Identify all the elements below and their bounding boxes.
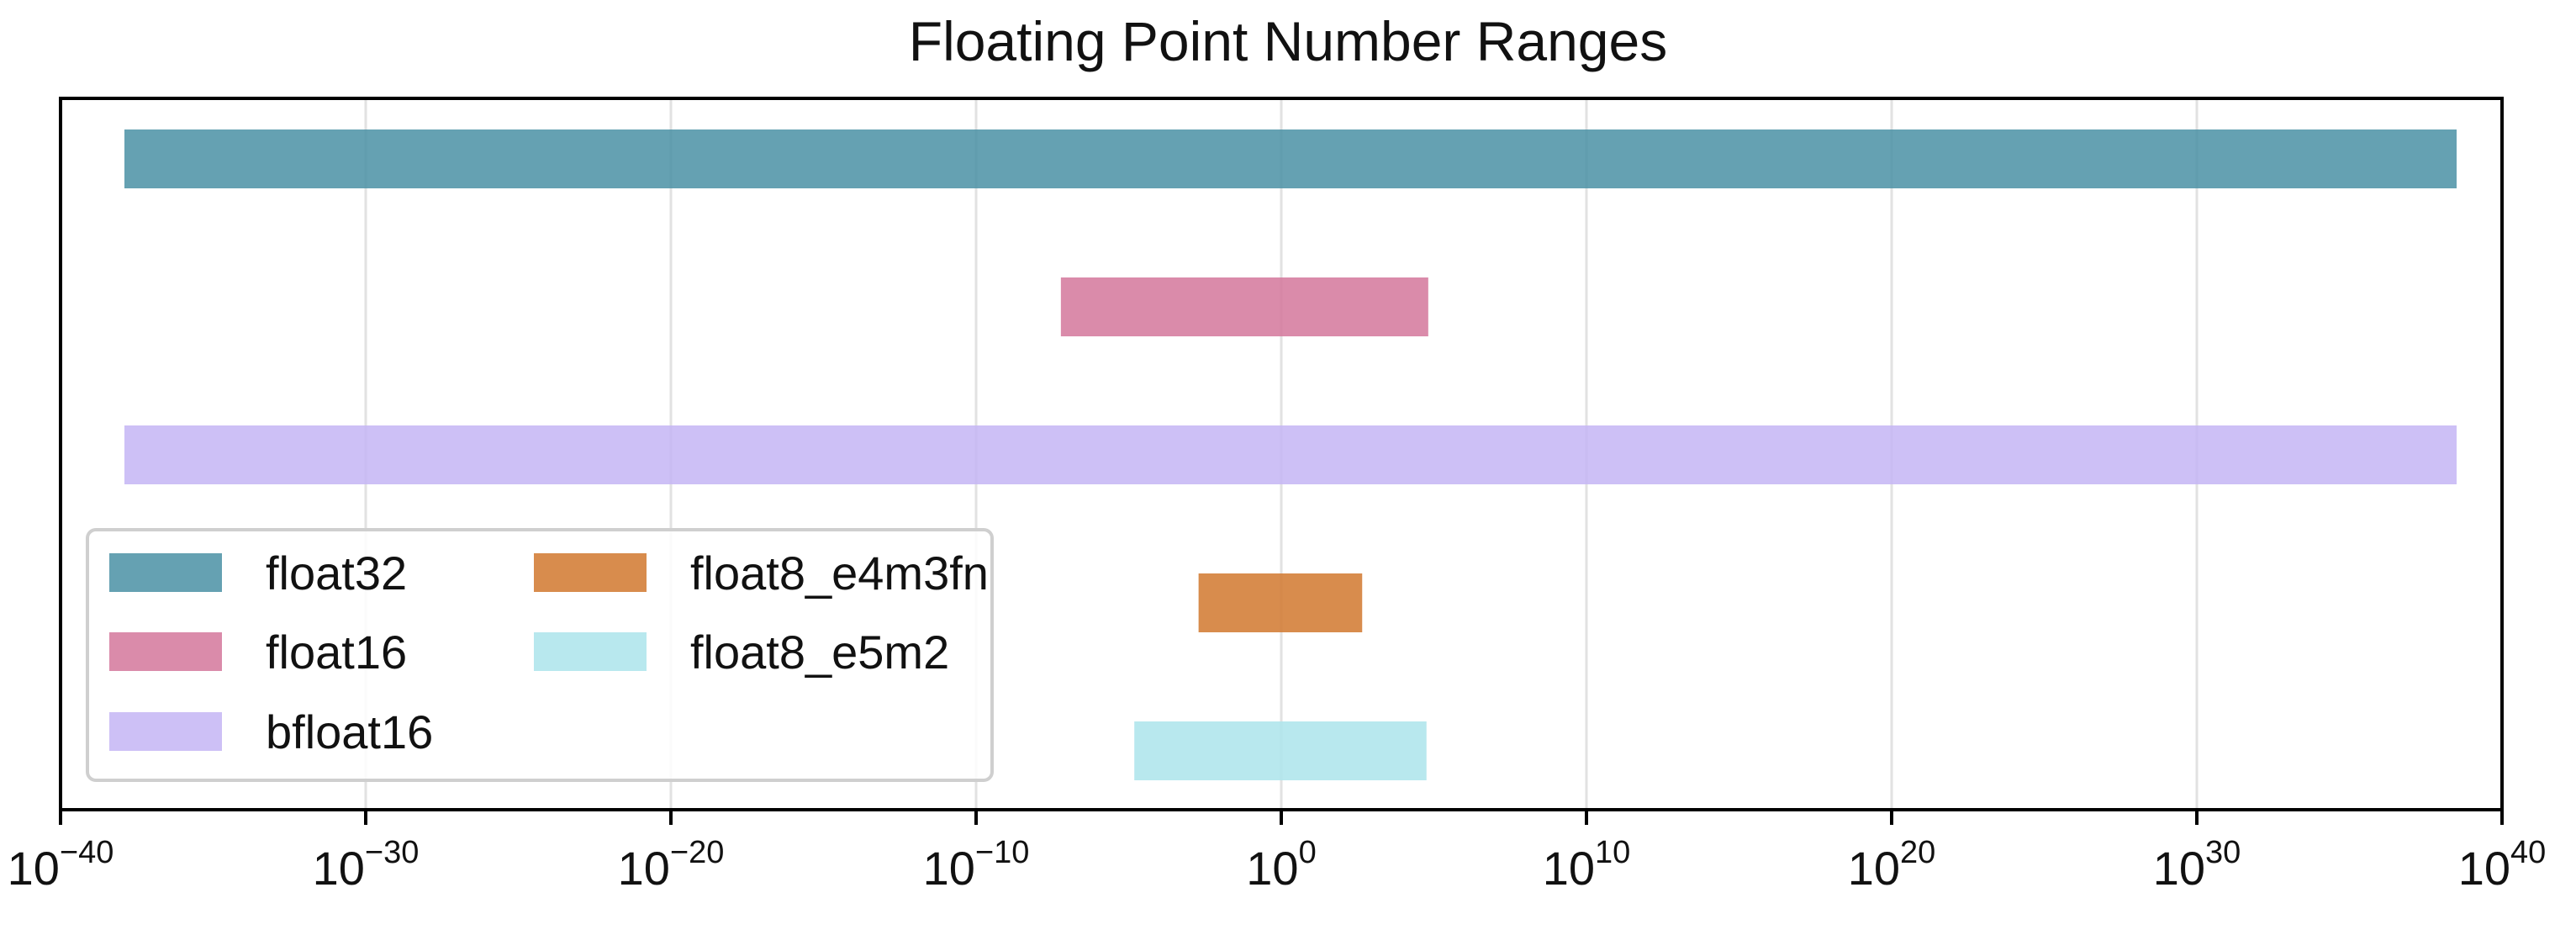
legend-label: bfloat16 (266, 705, 433, 758)
legend-label: float32 (266, 547, 407, 600)
x-tick-exponent: −10 (975, 835, 1029, 870)
x-tick-base: 10 (313, 842, 365, 895)
x-tick-base: 10 (1543, 842, 1595, 895)
x-tick-base: 10 (923, 842, 975, 895)
legend-swatch (109, 712, 222, 751)
x-tick-base: 10 (1246, 842, 1298, 895)
x-tick-exponent: −20 (670, 835, 724, 870)
x-tick-label: 1030 (2153, 835, 2241, 895)
legend-label: float16 (266, 626, 407, 679)
x-axis-ticks: 10−40 10−30 10−20 10−10 100 1010 1020 1030 1040 (8, 810, 2547, 895)
x-tick-exponent: −40 (60, 835, 113, 870)
chart-title: Floating Point Number Ranges (909, 10, 1667, 72)
legend: float32 float16 bfloat16 float8_e4m3fnfloat… (86, 528, 994, 782)
legend-label: float8_e5m2 (690, 626, 949, 679)
x-tick-exponent: 20 (1900, 835, 1935, 870)
range-bar-float8-e4m3fn (1198, 573, 1363, 632)
legend-swatch (534, 553, 647, 592)
x-tick-label: 10−40 (8, 835, 114, 895)
range-bars (124, 129, 2457, 780)
x-tick-label: 10−10 (923, 835, 1030, 895)
x-tick-exponent: −30 (365, 835, 419, 870)
x-tick-base: 10 (1848, 842, 1900, 895)
range-bar-float16 (1060, 277, 1428, 336)
legend-swatch (109, 632, 222, 671)
x-tick-exponent: 40 (2510, 835, 2546, 870)
x-tick-base: 10 (2153, 842, 2205, 895)
x-tick-base: 10 (2458, 842, 2510, 895)
legend-label: float8_e4m3fn (690, 547, 989, 600)
range-bar-float32 (124, 129, 2457, 188)
range-bar-float8-e5m2 (1134, 721, 1427, 780)
x-tick-base: 10 (8, 842, 60, 895)
x-tick-label: 1040 (2458, 835, 2547, 895)
x-tick-label: 100 (1246, 835, 1316, 895)
x-tick-exponent: 10 (1595, 835, 1630, 870)
x-tick-label: 1010 (1543, 835, 1631, 895)
legend-swatch (109, 553, 222, 592)
x-tick-base: 10 (618, 842, 670, 895)
x-tick-exponent: 0 (1299, 835, 1317, 870)
x-tick-label: 10−20 (618, 835, 725, 895)
range-bar-bfloat16 (124, 425, 2457, 484)
x-tick-label: 1020 (1848, 835, 1936, 895)
legend-swatch (534, 632, 647, 671)
x-tick-label: 10−30 (313, 835, 420, 895)
x-tick-exponent: 30 (2205, 835, 2241, 870)
